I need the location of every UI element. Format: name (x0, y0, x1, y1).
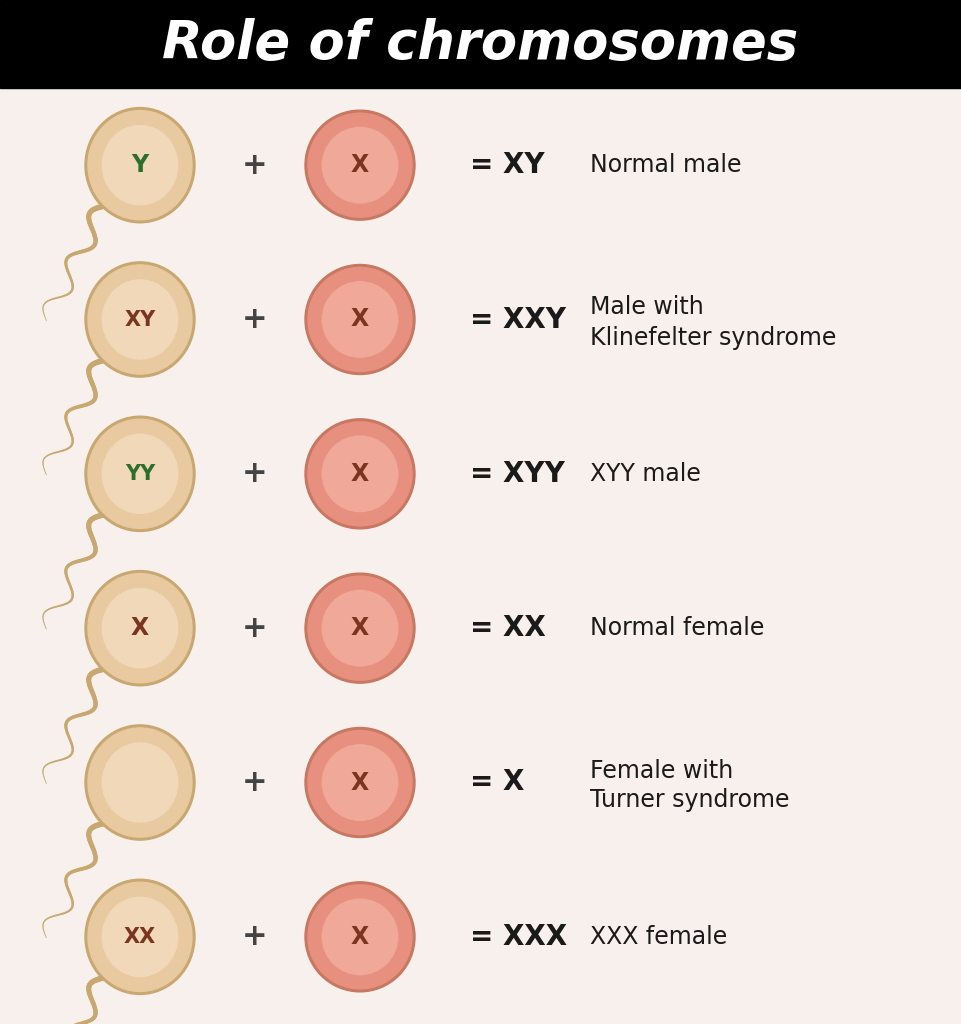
Bar (0, 0, 961, 88)
Text: X: X (351, 925, 369, 949)
Ellipse shape (305, 573, 415, 683)
Text: +: + (242, 613, 268, 643)
Text: +: + (242, 460, 268, 488)
Ellipse shape (88, 728, 192, 837)
Ellipse shape (102, 589, 178, 668)
Ellipse shape (88, 883, 192, 991)
Text: XYY male: XYY male (590, 462, 701, 485)
Text: +: + (242, 305, 268, 334)
Ellipse shape (322, 127, 398, 203)
Text: Turner syndrome: Turner syndrome (590, 788, 790, 812)
Text: X: X (351, 770, 369, 795)
Text: Klinefelter syndrome: Klinefelter syndrome (590, 326, 836, 349)
Ellipse shape (308, 577, 412, 680)
Ellipse shape (322, 591, 398, 666)
Text: +: + (242, 768, 268, 797)
Ellipse shape (322, 899, 398, 975)
Text: XY: XY (124, 309, 156, 330)
Text: XXX female: XXX female (590, 925, 727, 949)
Text: Normal female: Normal female (590, 616, 764, 640)
Text: X: X (351, 307, 369, 332)
Ellipse shape (305, 264, 415, 375)
Ellipse shape (85, 416, 195, 531)
Ellipse shape (322, 282, 398, 357)
Text: Y: Y (132, 154, 149, 177)
Ellipse shape (305, 727, 415, 838)
Text: X: X (351, 462, 369, 485)
Text: X: X (131, 616, 149, 640)
Ellipse shape (85, 108, 195, 223)
Ellipse shape (85, 570, 195, 686)
Ellipse shape (102, 280, 178, 359)
Text: YY: YY (125, 464, 155, 483)
Text: X: X (351, 616, 369, 640)
Text: +: + (242, 151, 268, 179)
Text: = XXY: = XXY (470, 305, 566, 334)
Ellipse shape (102, 743, 178, 822)
Ellipse shape (88, 111, 192, 220)
Ellipse shape (88, 265, 192, 374)
Ellipse shape (308, 885, 412, 989)
Ellipse shape (85, 725, 195, 840)
Text: XX: XX (124, 927, 156, 947)
Ellipse shape (88, 573, 192, 683)
Text: Male with: Male with (590, 296, 703, 319)
Ellipse shape (322, 744, 398, 820)
Text: X: X (351, 154, 369, 177)
Ellipse shape (305, 111, 415, 220)
Ellipse shape (305, 419, 415, 528)
Ellipse shape (102, 434, 178, 513)
Ellipse shape (322, 436, 398, 512)
Text: Role of chromosomes: Role of chromosomes (162, 18, 798, 70)
Ellipse shape (85, 262, 195, 377)
Ellipse shape (305, 882, 415, 992)
Text: = XXX: = XXX (470, 923, 567, 951)
Ellipse shape (102, 126, 178, 205)
Ellipse shape (85, 880, 195, 994)
Ellipse shape (308, 114, 412, 217)
Text: Female with: Female with (590, 759, 733, 782)
Text: = XY: = XY (470, 152, 545, 179)
Ellipse shape (308, 422, 412, 526)
Ellipse shape (102, 897, 178, 977)
Text: = XYY: = XYY (470, 460, 565, 487)
Ellipse shape (308, 267, 412, 372)
Ellipse shape (88, 419, 192, 528)
Text: = XX: = XX (470, 614, 546, 642)
Text: = X: = X (470, 768, 525, 797)
Text: Normal male: Normal male (590, 154, 742, 177)
Ellipse shape (308, 730, 412, 835)
Text: +: + (242, 923, 268, 951)
